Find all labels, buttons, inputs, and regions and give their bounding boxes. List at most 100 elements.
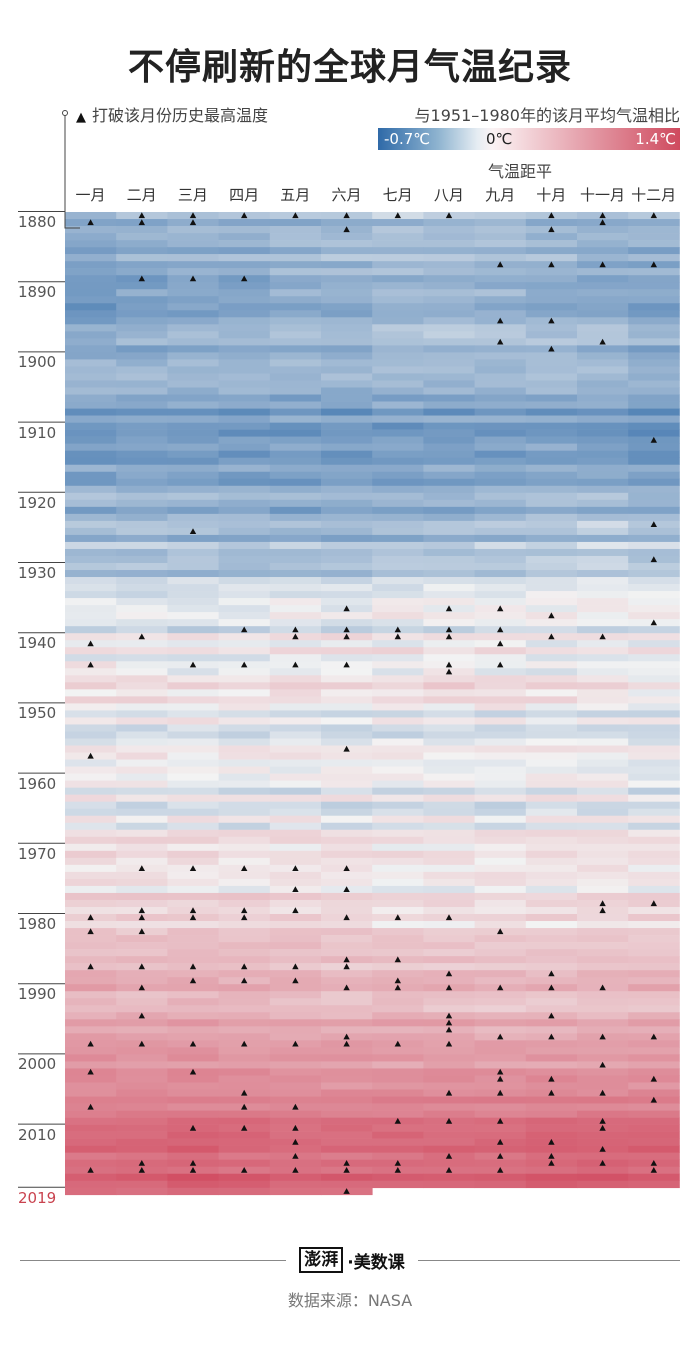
- heatmap-cell: [474, 591, 527, 599]
- heatmap-cell: [167, 324, 219, 332]
- heatmap-cell: [65, 520, 117, 529]
- heatmap-cell: [116, 1082, 168, 1090]
- heatmap-cell: [525, 282, 578, 290]
- heatmap-cell: [167, 457, 219, 466]
- heatmap-cell: [372, 829, 424, 838]
- anomaly-legend-title: 气温距平: [488, 162, 553, 181]
- heatmap-cell: [628, 464, 680, 473]
- heatmap-cell: [269, 1096, 322, 1104]
- heatmap-cell: [525, 1096, 578, 1104]
- heatmap-cell: [321, 324, 373, 332]
- heatmap-cell: [269, 921, 322, 929]
- heatmap-cell: [577, 233, 629, 241]
- heatmap-cell: [474, 464, 527, 473]
- heatmap-cell: [269, 464, 322, 473]
- heatmap-cell: [372, 541, 424, 550]
- heatmap-cell: [218, 254, 271, 262]
- heatmap-cell: [423, 963, 475, 971]
- heatmap-cell: [321, 464, 373, 473]
- heatmap-cell: [423, 577, 475, 585]
- heatmap-cell: [628, 633, 680, 641]
- record-marker: [599, 1146, 606, 1152]
- heatmap-cell: [218, 1117, 271, 1125]
- heatmap-cell: [65, 317, 117, 325]
- heatmap-cell: [218, 1110, 271, 1118]
- heatmap-cell: [474, 759, 527, 767]
- heatmap-cell: [218, 878, 271, 887]
- heatmap-cell: [423, 591, 475, 599]
- heatmap-cell: [474, 415, 527, 423]
- heatmap-cell: [65, 296, 117, 304]
- heatmap-cell: [423, 548, 475, 557]
- heatmap-cell: [628, 935, 680, 943]
- heatmap-cell: [167, 717, 219, 725]
- record-marker: [599, 261, 606, 268]
- heatmap-cell: [474, 906, 527, 915]
- color-scale-bar: -0.7℃ 0℃ 1.4℃: [378, 128, 680, 150]
- heatmap-cell: [628, 626, 680, 634]
- month-label: 十月: [536, 186, 567, 204]
- heatmap-cell: [65, 282, 117, 290]
- record-marker: [241, 1103, 248, 1110]
- heatmap-cell: [65, 1173, 117, 1182]
- heatmap-cell: [474, 808, 527, 817]
- heatmap-cell: [577, 1131, 629, 1139]
- heatmap-cell: [423, 1145, 475, 1153]
- record-marker: [445, 1117, 453, 1124]
- heatmap-cell: [525, 492, 578, 501]
- heatmap-cell: [65, 387, 117, 395]
- heatmap-cell: [65, 731, 117, 739]
- record-marker: [445, 626, 453, 633]
- heatmap-cell: [321, 794, 373, 802]
- heatmap-cell: [321, 1145, 373, 1153]
- heatmap-cell: [218, 366, 271, 374]
- heatmap-cell: [628, 303, 680, 311]
- heatmap-cell: [577, 696, 629, 704]
- heatmap-cell: [65, 871, 117, 880]
- heatmap-cell: [321, 619, 373, 627]
- heatmap-cell: [577, 1173, 629, 1182]
- heatmap-cell: [525, 387, 578, 395]
- heatmap-cell: [628, 892, 680, 901]
- heatmap-cell: [372, 317, 424, 325]
- heatmap-cell: [167, 541, 219, 550]
- heatmap-cell: [321, 1110, 373, 1118]
- heatmap-cell: [525, 1103, 578, 1111]
- heatmap-cell: [167, 633, 219, 641]
- heatmap-cell: [269, 899, 322, 908]
- heatmap-cell: [628, 640, 680, 648]
- heatmap-cell: [65, 345, 117, 353]
- heatmap-cell: [167, 422, 219, 430]
- heatmap-cell: [116, 324, 168, 332]
- heatmap-cell: [577, 731, 629, 739]
- heatmap-cell: [269, 506, 322, 515]
- heatmap-cell: [372, 752, 424, 760]
- heatmap-cell: [628, 380, 680, 388]
- record-marker: [445, 661, 453, 668]
- heatmap-cell: [167, 380, 219, 388]
- heatmap-cell: [628, 780, 680, 788]
- record-marker: [87, 1040, 94, 1047]
- heatmap-cell: [474, 899, 527, 908]
- heatmap-cell: [423, 1005, 475, 1013]
- heatmap-cell: [372, 296, 424, 304]
- heatmap-cell: [321, 570, 373, 578]
- heatmap-cell: [474, 296, 527, 304]
- heatmap-cell: [116, 1145, 168, 1153]
- logo-mark: 澎湃: [299, 1247, 344, 1273]
- heatmap-cell: [423, 942, 475, 950]
- heatmap-cell: [525, 268, 578, 276]
- heatmap-cell: [269, 282, 322, 290]
- heatmap-cell: [321, 380, 373, 388]
- heatmap-cell: [577, 471, 629, 480]
- heatmap-cell: [525, 563, 578, 571]
- record-marker: [548, 633, 555, 640]
- heatmap-cell: [269, 555, 322, 564]
- heatmap-cell: [474, 310, 527, 318]
- heatmap-cell: [577, 885, 629, 894]
- heatmap-cell: [269, 794, 322, 802]
- heatmap-cell: [628, 457, 680, 466]
- heatmap-cell: [577, 1012, 629, 1020]
- heatmap-cell: [218, 766, 271, 774]
- heatmap-cell: [116, 338, 168, 346]
